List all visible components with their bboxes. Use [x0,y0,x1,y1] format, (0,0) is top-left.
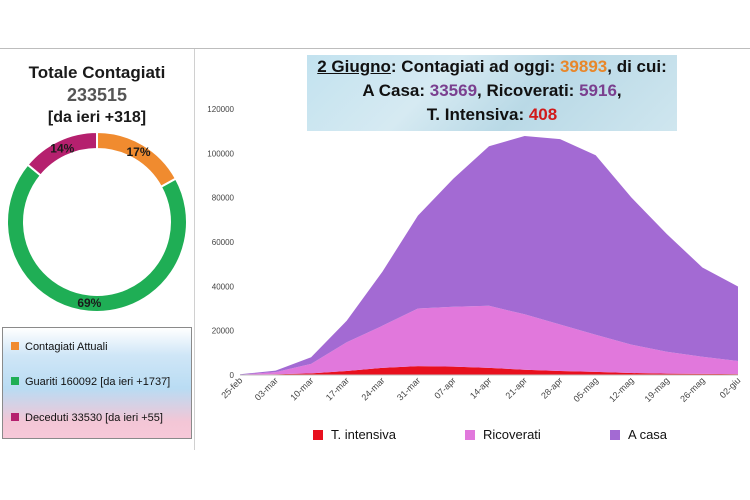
y-tick-label: 20000 [212,327,235,336]
y-tick-label: 100000 [207,149,234,158]
banner-text-2: , di cui: [607,57,667,76]
y-tick-label: 40000 [212,282,235,291]
legend-swatch-orange [11,342,19,350]
summary-panel: Totale Contagiati 233515 [da ieri +318] … [0,49,195,450]
banner-line-1: 2 Giugno: Contagiati ad oggi: 39893, di … [307,55,677,79]
legend-guariti: Guariti 160092 [da ieri +1737] [11,376,170,388]
banner-text-5: , [616,81,622,100]
banner-line-3: T. Intensiva: 408 [307,103,677,127]
y-tick-label: 0 [230,371,235,380]
banner-text-3: A Casa: [362,81,430,100]
legend-label-t-intensiva: T. intensiva [331,427,397,442]
area-chart-panel: 0 20000 40000 60000 80000 100000 120000 25-feb 0… [195,49,750,450]
y-tick-label: 80000 [212,194,235,203]
donut-slice-guariti [6,163,188,313]
banner-text-1: : Contagiati ad oggi: [390,57,560,76]
legend-label-guariti: Guariti 160092 [da ieri +1737] [25,376,171,388]
x-tick-label: 24-mar [359,375,386,402]
donut-label: 14% [50,141,74,155]
legend-swatch-pink [465,430,475,440]
legend-swatch-violet [610,430,620,440]
total-value: 233515 [66,85,128,105]
banner-text-4: , Ricoverati: [477,81,580,100]
x-tick-label: 17-mar [324,375,351,402]
legend-t-intensiva: T. intensiva [313,427,396,442]
donut-label: 17% [126,145,150,159]
donut-slice-deceduti [26,131,98,177]
legend-ricoverati: Ricoverati [465,427,541,442]
y-tick-label: 60000 [212,238,235,247]
x-tick-label: 31-mar [395,375,422,402]
x-tick-label: 12-mag [607,375,636,404]
donut-chart: 17% 69% 14% [6,131,188,313]
top-divider [0,48,750,49]
x-tick-label: 03-mar [253,375,280,402]
legend-deceduti: Deceduti 33530 [da ieri +55] [11,412,163,424]
summary-banner: 2 Giugno: Contagiati ad oggi: 39893, di … [307,55,677,131]
banner-date: 2 Giugno [317,57,391,76]
x-tick-label: 19-mag [643,375,672,404]
area-series-t-intensiva [240,366,738,375]
legend-swatch-magenta [11,413,19,421]
x-tick-label: 21-apr [504,375,529,400]
x-tick-label: 14-apr [468,375,493,400]
legend-label-contagiati: Contagiati Attuali [25,341,108,353]
donut-label: 69% [77,296,101,310]
legend-contagiati-attuali: Contagiati Attuali [11,341,108,353]
x-tick-label: 05-mag [571,375,600,404]
banner-value-intensiva: 408 [528,105,558,124]
legend-a-casa: A casa [610,427,667,442]
banner-value-casa: 33569 [429,81,478,100]
x-tick-label: 10-mar [288,375,315,402]
banner-value-ricoverati: 5916 [579,81,617,100]
legend-swatch-green [11,377,19,385]
total-delta: [da ieri +318] [47,109,147,126]
x-tick-label: 07-apr [432,375,457,400]
banner-total-current: 39893 [559,57,608,76]
x-tick-label: 28-apr [539,375,564,400]
legend-label-deceduti: Deceduti 33530 [da ieri +55] [25,412,163,424]
area-series-a-casa [240,136,738,375]
total-title: Totale Contagiati [28,63,166,82]
x-tick-label: 02-giu [718,375,743,400]
legend-label-a-casa: A casa [628,427,668,442]
area-series-ricoverati [240,305,738,375]
banner-text-6: T. Intensiva: [426,105,529,124]
legend-swatch-red [313,430,323,440]
legend-label-ricoverati: Ricoverati [483,427,541,442]
x-tick-label: 26-mag [678,375,707,404]
donut-slice-contagiati-attuali [96,131,178,189]
donut-legend: Contagiati Attuali Guariti 160092 [da ie… [2,327,192,439]
banner-line-2: A Casa: 33569, Ricoverati: 5916, [307,79,677,103]
y-tick-label: 120000 [207,105,234,114]
